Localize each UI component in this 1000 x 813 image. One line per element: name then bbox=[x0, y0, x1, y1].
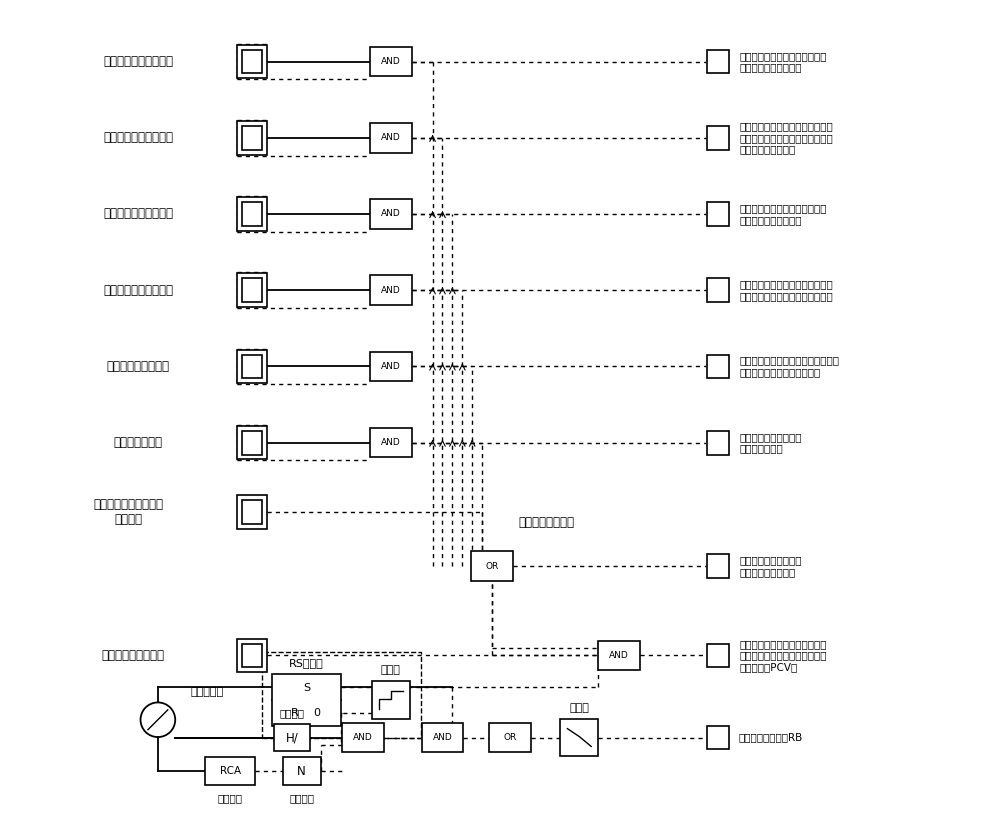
Text: 低旁调节阀门误开故障: 低旁调节阀门误开故障 bbox=[103, 284, 173, 297]
FancyBboxPatch shape bbox=[237, 495, 267, 528]
FancyBboxPatch shape bbox=[707, 202, 729, 226]
FancyBboxPatch shape bbox=[242, 50, 262, 73]
Text: 连锁开启汽轮机中压调节阀门，
连锁关闭高旁调节阀门: 连锁开启汽轮机中压调节阀门， 连锁关闭高旁调节阀门 bbox=[740, 203, 827, 224]
Text: AND: AND bbox=[381, 210, 401, 219]
Text: 低旁调节阀门误关故障: 低旁调节阀门误关故障 bbox=[103, 207, 173, 220]
FancyBboxPatch shape bbox=[707, 50, 729, 73]
Text: AND: AND bbox=[381, 57, 401, 66]
Text: 主蒸汽压力: 主蒸汽压力 bbox=[191, 687, 224, 697]
FancyBboxPatch shape bbox=[707, 354, 729, 378]
Text: AND: AND bbox=[609, 651, 629, 660]
Text: AND: AND bbox=[381, 438, 401, 447]
Text: 高旁调节阀门误关故障: 高旁调节阀门误关故障 bbox=[103, 55, 173, 68]
Text: 0: 0 bbox=[313, 708, 320, 718]
Text: 协调控制系统自动将汽机主控切
为手动方式，连锁开启锅炉压力
控制阀门（PCV）: 协调控制系统自动将汽机主控切 为手动方式，连锁开启锅炉压力 控制阀门（PCV） bbox=[740, 639, 827, 672]
FancyBboxPatch shape bbox=[242, 126, 262, 150]
FancyBboxPatch shape bbox=[422, 723, 463, 752]
Text: 旁路供热系统故障: 旁路供热系统故障 bbox=[519, 515, 575, 528]
Text: 高旁调节阀门误开故障: 高旁调节阀门误开故障 bbox=[103, 131, 173, 144]
Text: 连锁开启汽轮机中压调节阀门，开
启低旁调节阀门和低旁调节阀门后
至凝汽器电动隔离门: 连锁开启汽轮机中压调节阀门，开 启低旁调节阀门和低旁调节阀门后 至凝汽器电动隔离… bbox=[740, 121, 834, 154]
FancyBboxPatch shape bbox=[237, 121, 267, 154]
FancyBboxPatch shape bbox=[370, 276, 412, 305]
Text: H/: H/ bbox=[285, 731, 298, 744]
Text: 供热火电机组处于旁路
供热方式: 供热火电机组处于旁路 供热方式 bbox=[93, 498, 163, 526]
FancyBboxPatch shape bbox=[237, 45, 267, 78]
FancyBboxPatch shape bbox=[370, 199, 412, 228]
Text: AND: AND bbox=[381, 285, 401, 294]
Text: AND: AND bbox=[433, 733, 452, 742]
FancyBboxPatch shape bbox=[707, 278, 729, 302]
FancyBboxPatch shape bbox=[370, 428, 412, 458]
Text: RCA: RCA bbox=[220, 766, 241, 776]
Text: N: N bbox=[297, 765, 306, 778]
FancyBboxPatch shape bbox=[242, 644, 262, 667]
FancyBboxPatch shape bbox=[598, 641, 640, 670]
FancyBboxPatch shape bbox=[242, 354, 262, 378]
Text: AND: AND bbox=[353, 733, 373, 742]
FancyBboxPatch shape bbox=[342, 723, 384, 752]
Text: S: S bbox=[303, 683, 310, 693]
FancyBboxPatch shape bbox=[370, 351, 412, 381]
FancyBboxPatch shape bbox=[707, 726, 729, 750]
Text: 协调控制系统自动将锅
炉主控切为手动方式: 协调控制系统自动将锅 炉主控切为手动方式 bbox=[740, 555, 802, 577]
Text: OR: OR bbox=[503, 733, 517, 742]
FancyBboxPatch shape bbox=[242, 431, 262, 454]
Text: 连锁开启汽轮机中压调节阀门，
连锁关闭低旁调节阀门: 连锁开启汽轮机中压调节阀门， 连锁关闭低旁调节阀门 bbox=[740, 50, 827, 72]
Text: OR: OR bbox=[485, 562, 499, 571]
FancyBboxPatch shape bbox=[489, 723, 531, 752]
FancyBboxPatch shape bbox=[274, 724, 310, 751]
Text: RS触发器: RS触发器 bbox=[289, 659, 324, 668]
FancyBboxPatch shape bbox=[242, 202, 262, 226]
FancyBboxPatch shape bbox=[242, 500, 262, 524]
FancyBboxPatch shape bbox=[707, 644, 729, 667]
FancyBboxPatch shape bbox=[205, 758, 255, 785]
Text: 旁路供热蒸汽流最大: 旁路供热蒸汽流最大 bbox=[102, 649, 165, 662]
FancyBboxPatch shape bbox=[237, 638, 267, 672]
FancyBboxPatch shape bbox=[370, 46, 412, 76]
Text: 连锁关闭高旁调节阀门
和低旁调节阀门: 连锁关闭高旁调节阀门 和低旁调节阀门 bbox=[740, 432, 802, 454]
FancyBboxPatch shape bbox=[237, 426, 267, 459]
FancyBboxPatch shape bbox=[283, 758, 321, 785]
Text: 品质判断: 品质判断 bbox=[218, 793, 243, 803]
Text: 关小高旁调节阀门和低旁调节阀门，
开大对应下游受热面的减温水: 关小高旁调节阀门和低旁调节阀门， 开大对应下游受热面的减温水 bbox=[740, 355, 840, 377]
FancyBboxPatch shape bbox=[372, 681, 410, 719]
Text: AND: AND bbox=[381, 362, 401, 371]
FancyBboxPatch shape bbox=[272, 674, 341, 726]
FancyBboxPatch shape bbox=[707, 554, 729, 578]
Text: 连锁关闭低旁调节阀门后至热网电
动隔离门，连锁关闭高旁调节阀门: 连锁关闭低旁调节阀门后至热网电 动隔离门，连锁关闭高旁调节阀门 bbox=[740, 280, 834, 301]
Text: 延时断: 延时断 bbox=[569, 702, 589, 713]
Text: 逻辑取反: 逻辑取反 bbox=[289, 793, 314, 803]
FancyBboxPatch shape bbox=[471, 551, 513, 581]
Text: 延时开: 延时开 bbox=[381, 665, 401, 676]
Text: 坎值判断: 坎值判断 bbox=[279, 708, 304, 718]
FancyBboxPatch shape bbox=[237, 198, 267, 231]
FancyBboxPatch shape bbox=[707, 126, 729, 150]
FancyBboxPatch shape bbox=[560, 719, 598, 756]
FancyBboxPatch shape bbox=[237, 273, 267, 307]
FancyBboxPatch shape bbox=[707, 431, 729, 454]
FancyBboxPatch shape bbox=[237, 350, 267, 383]
Text: 热网加热器故障: 热网加热器故障 bbox=[114, 436, 163, 449]
FancyBboxPatch shape bbox=[242, 278, 262, 302]
FancyBboxPatch shape bbox=[370, 123, 412, 153]
Text: AND: AND bbox=[381, 133, 401, 142]
Text: R: R bbox=[291, 708, 299, 718]
Text: 旁路供热系统故障RB: 旁路供热系统故障RB bbox=[738, 733, 802, 742]
Text: 旁路减温水断水故障: 旁路减温水断水故障 bbox=[107, 360, 170, 373]
